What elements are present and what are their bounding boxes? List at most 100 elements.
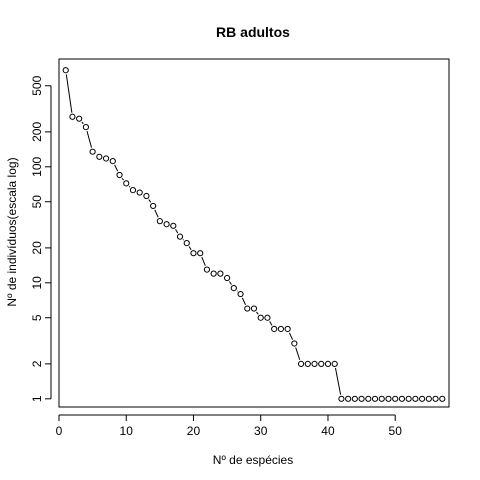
x-tick-label: 40 [321,424,335,438]
series-line-segment [81,121,84,125]
series-line-segment [269,321,273,326]
series-line-segment [256,311,259,315]
data-point [331,360,338,367]
data-point [197,250,204,257]
data-point [143,192,150,200]
data-point [129,186,137,194]
series-line-segment [295,347,301,361]
series-line-segment [121,177,124,181]
data-point [412,395,419,402]
data-point [62,67,69,74]
series-line-segment [128,185,131,188]
data-point [96,153,103,160]
y-tick-label: 2 [30,360,44,367]
series-line-segment [201,256,206,266]
data-point [398,395,406,402]
y-tick-label: 200 [30,122,44,142]
y-tick-label: 500 [30,75,44,95]
data-point [183,239,190,247]
x-tick-label: 50 [389,424,403,438]
data-point [156,218,163,225]
data-point [237,290,244,298]
x-tick-label: 20 [187,424,201,438]
y-axis: 1 2 5 10 20 50 100 200 500 [30,75,52,402]
data-point [358,395,365,402]
data-point [116,171,123,179]
data-point [311,360,318,367]
data-point [405,395,412,402]
data-point [365,395,372,402]
chart-title: RB adultos [216,24,290,40]
data-point [318,360,325,367]
data-point [250,305,258,312]
data-point [176,233,184,240]
series-line-segment [182,239,185,241]
y-tick-label: 50 [30,195,44,209]
series-line-segment [229,281,232,285]
plot-frame [58,58,450,408]
data-point [257,314,264,321]
series-line-segment [288,332,294,340]
y-tick-label: 20 [30,241,44,255]
series-line-segment [114,164,119,172]
x-tick-label: 0 [56,424,63,438]
data-point [324,360,332,367]
data-point [419,395,426,402]
data-point [190,250,197,257]
data-point [291,340,298,347]
series-line-segment [86,131,92,148]
data-point [338,395,345,402]
series-line-segment [65,74,73,113]
y-tick-label: 10 [30,276,44,290]
data-point [439,395,446,402]
data-point [150,202,157,210]
y-axis-label: Nº de indivíduos(escala log) [5,157,19,306]
data-point [210,270,217,277]
series-line-segment [154,209,159,218]
data-point [304,360,311,367]
x-axis: 0 10 20 30 40 50 [56,414,403,438]
data-point [123,180,130,187]
data-point [203,266,211,273]
data-point [230,285,237,292]
data-point [102,155,110,162]
data-point [277,325,284,333]
series-line-segment [241,297,246,305]
series-line-segment [334,367,342,395]
y-tick-label: 1 [30,395,44,402]
data-point [170,222,177,229]
x-tick-label: 30 [254,424,268,438]
data-point [351,395,358,402]
data-point [392,395,399,402]
series-line-segment [148,199,152,203]
data-point [224,274,231,282]
data-point [163,221,170,228]
data-point [69,113,76,120]
data-point [264,314,271,321]
data-point [425,395,432,402]
data-point [244,305,251,312]
y-tick-label: 5 [30,314,44,321]
data-point [271,325,278,333]
data-series [62,67,446,402]
y-tick-label: 100 [30,156,44,176]
data-point [371,395,379,402]
data-point [82,123,89,131]
data-point [284,325,291,333]
series-line-segment [175,229,179,234]
data-point [76,115,83,122]
data-point [136,189,143,196]
data-point [297,360,305,367]
data-point [385,395,392,402]
data-point [217,270,224,277]
data-point [109,158,116,165]
series-line-segment [188,246,192,250]
data-point [89,148,96,155]
x-tick-label: 10 [120,424,134,438]
x-axis-label: Nº de espécies [213,453,293,467]
data-point [345,395,352,402]
data-point [432,395,439,402]
data-point [378,395,385,402]
